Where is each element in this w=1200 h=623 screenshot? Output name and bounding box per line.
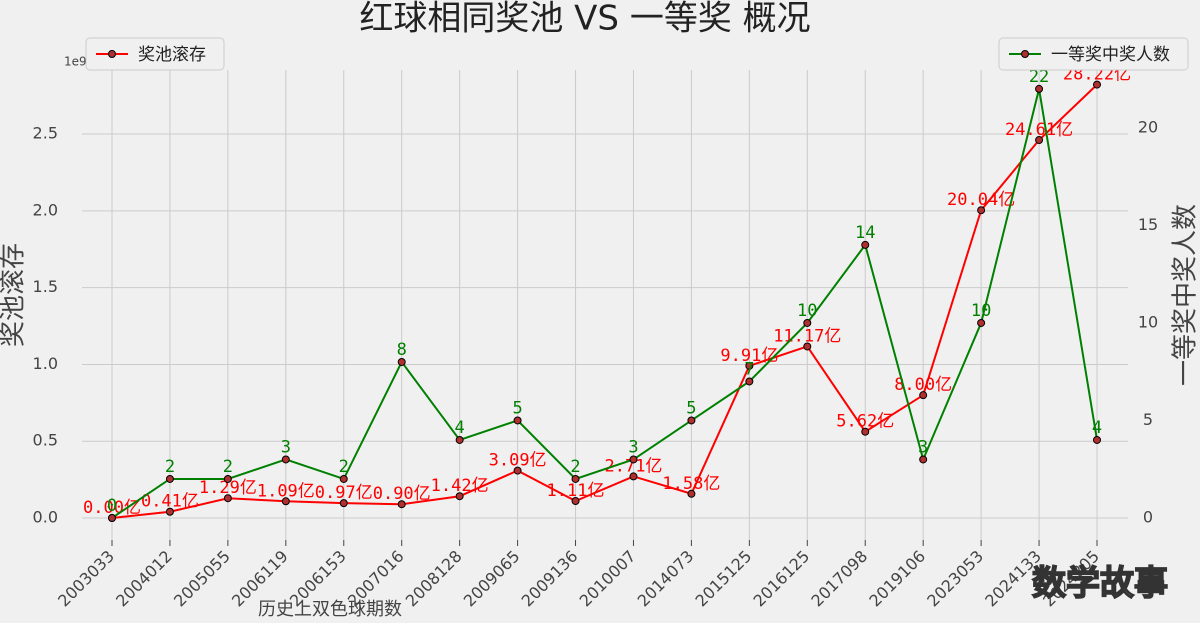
data-label: 4: [1092, 418, 1102, 438]
y-tick-label: 2.0: [33, 200, 58, 219]
chart-title: 红球相同奖池 VS 一等奖 概况: [359, 0, 810, 39]
point: [977, 206, 986, 215]
point: [919, 455, 928, 464]
data-label: 11.17亿: [773, 326, 841, 346]
y-tick-label: 1.5: [33, 277, 58, 296]
y-tick-label: 2.5: [33, 124, 58, 143]
data-label: 3: [628, 437, 638, 457]
point: [339, 499, 348, 508]
y-axis-label: 奖池滚存: [0, 243, 29, 347]
data-label: 5.62亿: [836, 412, 894, 432]
data-label: 3: [918, 437, 928, 457]
legend: 奖池滚存: [85, 37, 225, 71]
point: [339, 474, 348, 483]
y-tick-label: 0.0: [33, 508, 58, 527]
point: [281, 455, 290, 464]
data-label: 14: [855, 223, 875, 243]
point: [571, 496, 580, 505]
data-label: 8: [397, 340, 407, 360]
data-label: 1.42亿: [431, 476, 489, 496]
data-label: 8.00亿: [894, 375, 952, 395]
data-label: 1.11亿: [547, 481, 605, 501]
point: [223, 474, 232, 483]
legend-box: [998, 37, 1189, 71]
data-label: 4: [455, 418, 465, 438]
point: [629, 455, 638, 464]
data-label: 1.29亿: [199, 478, 257, 498]
data-label: 2: [165, 457, 175, 477]
data-label: 1.58亿: [662, 474, 720, 494]
point: [455, 492, 464, 501]
data-label: 10: [797, 301, 817, 321]
point: [861, 240, 870, 249]
point: [397, 500, 406, 509]
point: [1093, 435, 1101, 444]
point: [919, 391, 928, 400]
point: [108, 513, 116, 522]
data-label: 22: [1029, 67, 1049, 87]
point: [571, 474, 580, 483]
point: [455, 435, 464, 444]
y2-axis-label: 一等奖中奖人数: [1171, 204, 1200, 386]
data-label: 24.61亿: [1005, 120, 1073, 140]
data-label: 10: [971, 301, 991, 321]
data-label: 0.41亿: [141, 492, 199, 512]
data-label: 0.90亿: [373, 484, 431, 504]
data-label: 2: [339, 457, 349, 477]
legend-marker: [108, 50, 116, 58]
legend: 一等奖中奖人数: [998, 37, 1189, 71]
point: [223, 494, 232, 503]
point: [629, 472, 638, 481]
x-axis-label: 历史上双色球期数: [258, 599, 402, 620]
series-line: [111, 88, 1098, 519]
y-tick-label: 1.0: [33, 354, 58, 373]
watermark: 数学故事: [1032, 564, 1168, 604]
point: [165, 507, 174, 516]
data-label: 0.97亿: [315, 483, 373, 503]
point: [745, 377, 754, 386]
point: [861, 427, 870, 436]
point: [977, 318, 986, 327]
data-label: 3.09亿: [489, 451, 547, 471]
data-label: 1.09亿: [257, 481, 315, 501]
point: [281, 497, 290, 506]
y2-tick-label: 15: [1138, 215, 1158, 234]
point: [513, 416, 522, 425]
y2-tick-label: 20: [1138, 117, 1158, 136]
data-label: 20.04亿: [947, 190, 1015, 210]
data-label: 2: [223, 457, 233, 477]
legend-marker: [1021, 50, 1029, 58]
y-offset-label: 1e9: [64, 55, 87, 69]
data-label: 5: [686, 398, 696, 418]
legend-box: [85, 37, 225, 71]
y2-tick-label: 5: [1143, 410, 1153, 429]
data-label: 5: [512, 398, 522, 418]
data-label: 2.71亿: [604, 456, 662, 476]
point: [513, 466, 522, 475]
point: [687, 416, 696, 425]
point: [165, 474, 174, 483]
point: [1035, 84, 1044, 93]
data-label: 2: [570, 457, 580, 477]
legend-label: 奖池滚存: [138, 45, 206, 65]
point: [397, 357, 406, 366]
data-label: 3: [281, 437, 291, 457]
data-label: 0: [107, 496, 117, 516]
y2-tick-label: 10: [1138, 312, 1158, 331]
point: [803, 342, 812, 351]
y-tick-label: 0.5: [33, 431, 58, 450]
series-line: [111, 83, 1098, 520]
point: [745, 361, 754, 370]
data-label: 0.00亿: [83, 498, 141, 518]
legend-label: 一等奖中奖人数: [1051, 45, 1170, 65]
data-label: 9.91亿: [720, 346, 778, 366]
y2-tick-label: 0: [1143, 507, 1153, 526]
data-label: 7: [744, 359, 754, 379]
point: [687, 489, 696, 498]
point: [1035, 136, 1044, 145]
point: [803, 318, 812, 327]
point: [1093, 80, 1101, 89]
